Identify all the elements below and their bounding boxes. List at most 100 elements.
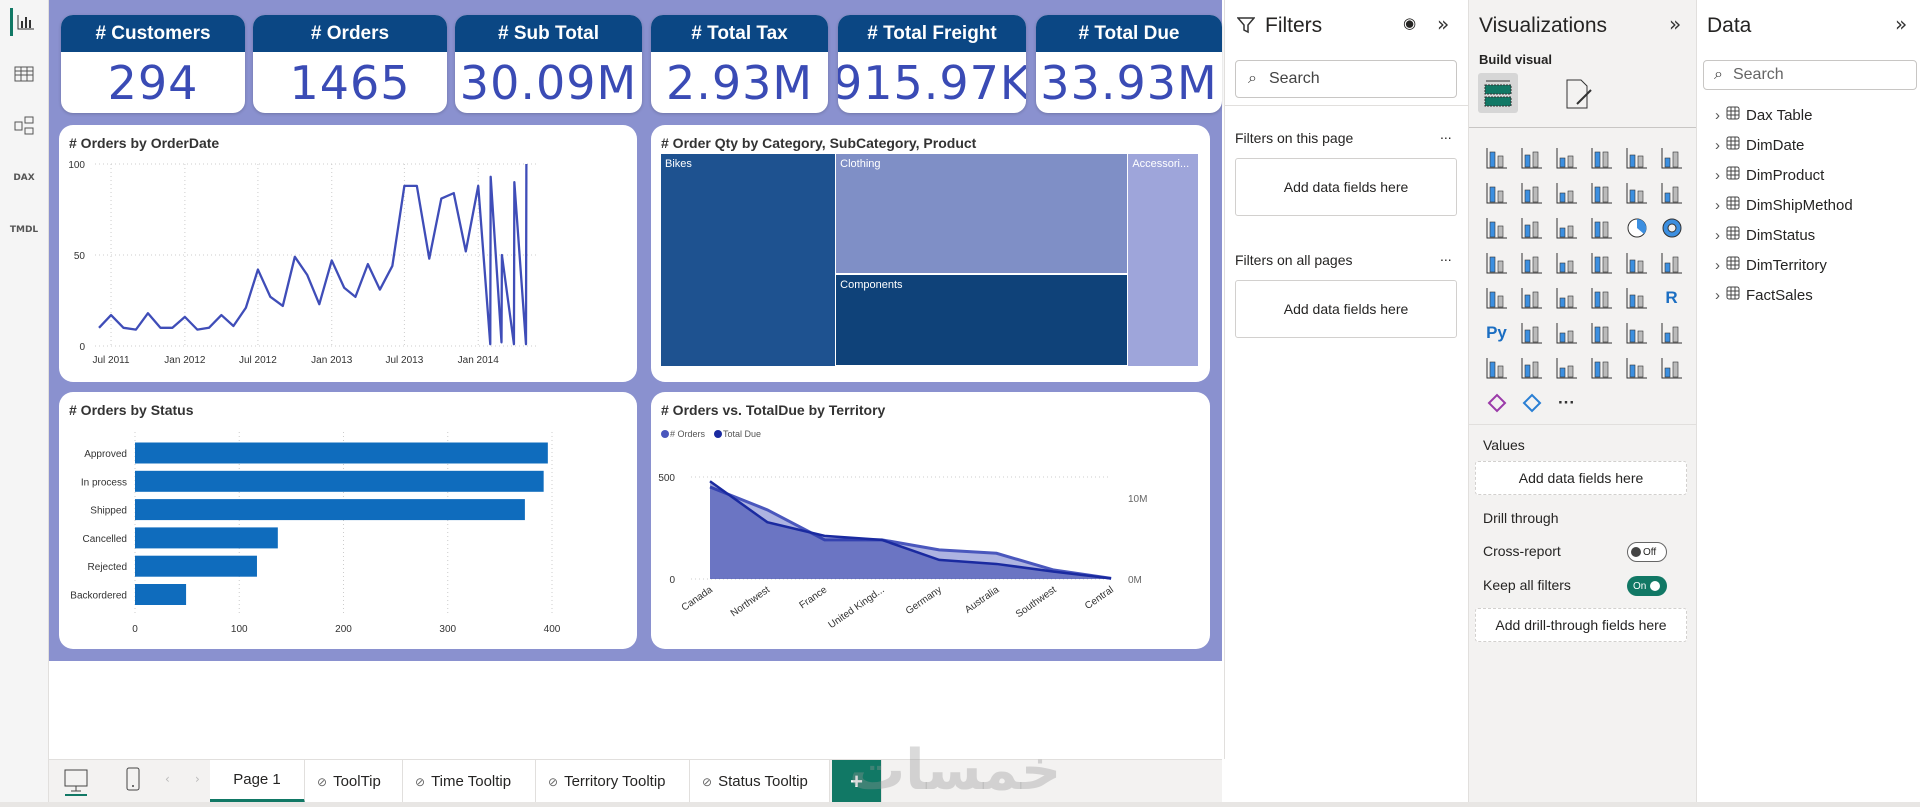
kpi-card-sub-total[interactable]: # Sub Total 30.09M [455,15,642,113]
stacked-column-icon[interactable] [1514,140,1549,175]
data-table-item[interactable]: › DimProduct [1715,166,1824,184]
filled-map-icon[interactable] [1549,245,1584,280]
slicer-new-icon[interactable] [1549,350,1584,385]
card-new-icon[interactable] [1514,350,1549,385]
smart-narrative-icon[interactable] [1619,315,1654,350]
more-options-icon[interactable]: ... [1440,126,1452,142]
line-clustered-column-icon[interactable] [1654,175,1689,210]
decomposition-tree-icon[interactable] [1549,315,1584,350]
kpi-icon[interactable] [1514,280,1549,315]
kpi-card-total-freight[interactable]: # Total Freight 915.97K [838,15,1026,113]
collapse-viz-icon[interactable]: » [1669,12,1682,36]
clustered-bar-icon[interactable] [1549,140,1584,175]
gauge-icon[interactable] [1619,245,1654,280]
add-page-button[interactable]: + [832,760,882,803]
territory-visual[interactable]: # Orders vs. TotalDue by Territory 0 500 0… [651,392,1210,649]
next-page-arrow[interactable]: › [195,772,200,786]
treemap-tile[interactable]: Components [836,274,1127,366]
data-table-item[interactable]: › DimShipMethod [1715,196,1853,214]
data-table-item[interactable]: › DimStatus [1715,226,1815,244]
matrix-icon[interactable] [1619,280,1654,315]
format-visual-icon[interactable] [1564,78,1596,114]
treemap-visual[interactable]: # Order Qty by Category, SubCategory, Pr… [651,125,1210,382]
chevron-right-icon[interactable]: › [1715,226,1720,244]
tab-page-1[interactable]: Page 1 [210,760,305,803]
chevron-right-icon[interactable]: › [1715,286,1720,304]
100-stacked-bar-icon[interactable] [1619,140,1654,175]
100-stacked-area-icon[interactable] [1584,175,1619,210]
donut-chart-icon[interactable] [1654,210,1689,245]
collapse-filters-icon[interactable]: » [1437,12,1450,36]
tab-tooltip[interactable]: ⊘ ToolTip [305,760,403,803]
chevron-right-icon[interactable]: › [1715,106,1720,124]
eye-icon[interactable]: ◉ [1403,14,1417,32]
desktop-layout-icon[interactable] [63,768,89,800]
100-stacked-column-icon[interactable] [1654,140,1689,175]
paginated-report-icon[interactable] [1479,350,1514,385]
chevron-right-icon[interactable]: › [1715,166,1720,184]
collapse-data-icon[interactable]: » [1895,12,1908,36]
stacked-bar-icon[interactable] [1479,140,1514,175]
scatter-chart-icon[interactable] [1584,210,1619,245]
orders-by-status-visual[interactable]: # Orders by Status 0 100 200 300 400 Approved… [59,392,637,649]
tab-territory-tooltip[interactable]: ⊘ Territory Tooltip [536,760,690,803]
data-table-item[interactable]: › DimTerritory [1715,256,1827,274]
pie-chart-icon[interactable] [1619,210,1654,245]
map-icon[interactable] [1514,245,1549,280]
key-influencers-icon[interactable] [1514,315,1549,350]
arcgis-map-icon[interactable] [1654,350,1689,385]
report-view-icon[interactable] [10,8,38,36]
power-apps-icon[interactable] [1479,385,1514,420]
area-chart-icon[interactable] [1514,175,1549,210]
table-view-icon[interactable] [10,60,38,88]
kpi-card-orders[interactable]: # Orders 1465 [253,15,447,113]
chevron-right-icon[interactable]: › [1715,136,1720,154]
chevron-right-icon[interactable]: › [1715,196,1720,214]
orders-by-date-visual[interactable]: # Orders by OrderDate 0 50 100 Jul 2011 Jan … [59,125,637,382]
kpi-card-customers[interactable]: # Customers 294 [61,15,245,113]
funnel-chart-icon[interactable] [1549,210,1584,245]
treemap-tile[interactable]: Clothing [836,154,1127,274]
metrics-icon[interactable] [1654,315,1689,350]
button-slicer-icon[interactable] [1584,350,1619,385]
clustered-column-icon[interactable] [1584,140,1619,175]
filters-search-input[interactable]: ⌕ Search [1235,60,1457,98]
ribbon-chart-icon[interactable] [1479,210,1514,245]
treemap-tile[interactable]: Accessori... [1128,154,1199,366]
treemap-tile[interactable]: Bikes [661,154,835,366]
treemap-icon[interactable] [1479,245,1514,280]
dax-query-view-icon[interactable]: DAX [13,173,35,183]
more-icon[interactable]: ··· [1549,385,1584,420]
data-table-item[interactable]: › Dax Table [1715,106,1812,124]
more-options-icon[interactable]: ... [1440,248,1452,264]
data-table-item[interactable]: › FactSales [1715,286,1813,304]
model-view-icon[interactable] [10,112,38,140]
waterfall-chart-icon[interactable] [1514,210,1549,245]
cross-report-toggle[interactable]: Off [1627,542,1667,562]
card-icon[interactable] [1654,245,1689,280]
keep-all-filters-toggle[interactable]: On [1627,576,1667,596]
all-pages-filters-dropzone[interactable]: Add data fields here [1235,280,1457,338]
python-visual-icon[interactable]: Py [1479,315,1514,350]
drill-through-dropzone[interactable]: Add drill-through fields here [1475,608,1687,642]
data-table-item[interactable]: › DimDate [1715,136,1804,154]
stacked-area-icon[interactable] [1549,175,1584,210]
table-icon[interactable] [1584,280,1619,315]
line-chart-icon[interactable] [1479,175,1514,210]
mobile-layout-icon[interactable] [125,766,141,796]
tab-status-tooltip[interactable]: ⊘ Status Tooltip [690,760,830,803]
kpi-card-total-due[interactable]: # Total Due 33.93M [1036,15,1222,113]
slicer-icon[interactable] [1549,280,1584,315]
line-stacked-column-icon[interactable] [1619,175,1654,210]
list-slicer-icon[interactable] [1619,350,1654,385]
prev-page-arrow[interactable]: ‹ [165,772,170,786]
kpi-card-total-tax[interactable]: # Total Tax 2.93M [651,15,828,113]
page-filters-dropzone[interactable]: Add data fields here [1235,158,1457,216]
power-automate-icon[interactable] [1514,385,1549,420]
data-search-input[interactable]: ⌕ Search [1703,60,1917,90]
tab-time-tooltip[interactable]: ⊘ Time Tooltip [403,760,536,803]
multi-row-card-icon[interactable] [1479,280,1514,315]
chevron-right-icon[interactable]: › [1715,256,1720,274]
build-visual-tab[interactable] [1478,73,1518,113]
qa-icon[interactable] [1584,315,1619,350]
